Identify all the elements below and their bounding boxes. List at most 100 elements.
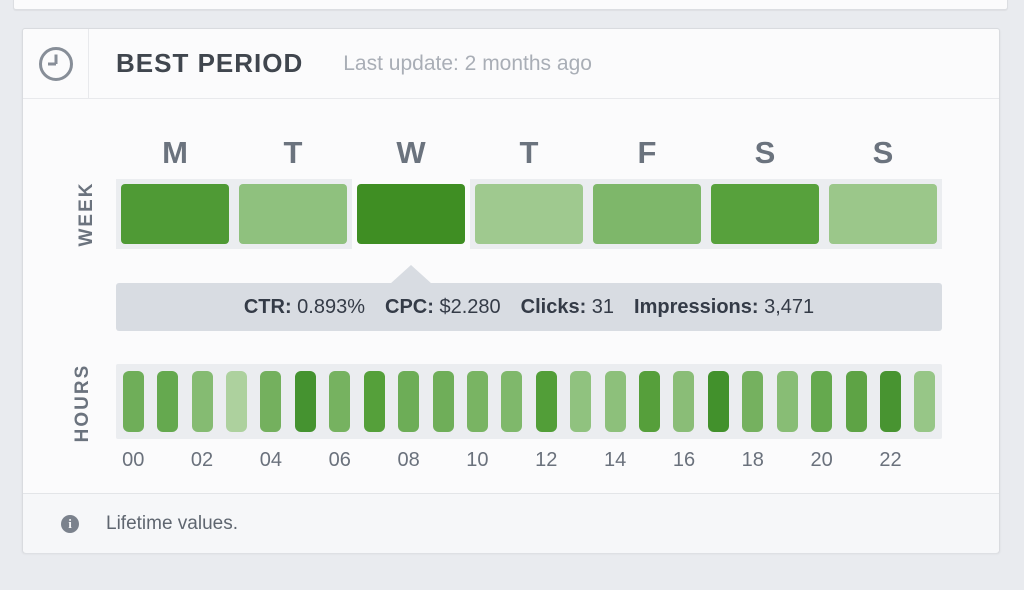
hour-heat-bar[interactable] bbox=[776, 371, 798, 432]
hour-tick-label bbox=[770, 445, 804, 475]
hour-column bbox=[460, 364, 494, 439]
hour-tick-labels: 00 02 04 06 08 10 12 14 16 18 20 22 bbox=[116, 445, 942, 475]
hour-heat-bar[interactable] bbox=[879, 371, 901, 432]
selected-day-stats-bar: CTR: 0.893% CPC: $2.280 Clicks: 31 Impressi… bbox=[116, 283, 942, 331]
week-heat-block[interactable] bbox=[593, 184, 701, 244]
hour-tick-label: 16 bbox=[672, 449, 696, 471]
hour-heat-bar[interactable] bbox=[398, 371, 420, 432]
hour-heat-bar[interactable] bbox=[914, 371, 936, 432]
hour-tick-label: 06 bbox=[328, 449, 351, 471]
hour-heat-bar[interactable] bbox=[639, 371, 661, 432]
hour-tick-label: 12 bbox=[535, 449, 558, 471]
best-period-card: BEST PERIOD Last update: 2 months ago WE… bbox=[22, 28, 1000, 553]
hour-column bbox=[495, 364, 529, 439]
hour-heat-bar[interactable] bbox=[363, 371, 385, 432]
hour-column bbox=[529, 364, 563, 439]
hour-column bbox=[288, 364, 322, 439]
hour-tick-label bbox=[357, 445, 391, 475]
card-header: BEST PERIOD Last update: 2 months ago bbox=[23, 29, 999, 99]
hour-column bbox=[150, 364, 184, 439]
clock-icon bbox=[38, 46, 73, 81]
hour-column bbox=[357, 364, 391, 439]
week-cell[interactable] bbox=[470, 179, 588, 249]
week-heat-block[interactable] bbox=[829, 184, 937, 244]
hour-tick-label bbox=[495, 445, 529, 475]
tooltip-arrow bbox=[390, 265, 432, 284]
hour-heat-bar[interactable] bbox=[122, 371, 144, 432]
hour-tick-label bbox=[219, 445, 253, 475]
week-heat-block[interactable] bbox=[239, 184, 347, 244]
hour-column bbox=[598, 364, 632, 439]
hour-tick-label bbox=[150, 445, 184, 475]
hour-heat-bar[interactable] bbox=[742, 371, 764, 432]
hour-heat-bar[interactable] bbox=[260, 371, 282, 432]
hour-heat-bar[interactable] bbox=[604, 371, 626, 432]
hour-heat-bar[interactable] bbox=[329, 371, 351, 432]
hour-heat-bar[interactable] bbox=[432, 371, 454, 432]
week-heatmap-strip bbox=[116, 179, 942, 249]
hour-tick-label bbox=[563, 445, 597, 475]
hour-tick-label bbox=[701, 445, 735, 475]
hour-heat-bar[interactable] bbox=[191, 371, 213, 432]
hour-heat-bar[interactable] bbox=[845, 371, 867, 432]
hour-heat-bar[interactable] bbox=[157, 371, 179, 432]
hour-tick-label: 08 bbox=[397, 449, 420, 471]
week-day-letter: T bbox=[519, 135, 539, 170]
week-cell[interactable] bbox=[588, 179, 706, 249]
hour-column bbox=[701, 364, 735, 439]
hour-tick-label: 04 bbox=[259, 449, 283, 471]
week-day-letter: S bbox=[754, 135, 776, 170]
hour-column bbox=[426, 364, 460, 439]
week-axis-label: WEEK bbox=[76, 181, 97, 247]
hour-tick-label bbox=[632, 445, 666, 475]
hour-tick-label: 10 bbox=[466, 449, 489, 471]
hour-heat-bar[interactable] bbox=[811, 371, 833, 432]
hour-column bbox=[219, 364, 253, 439]
hour-heat-bar[interactable] bbox=[570, 371, 592, 432]
week-heat-block[interactable] bbox=[121, 184, 229, 244]
hour-column bbox=[116, 364, 150, 439]
hour-heat-bar[interactable] bbox=[225, 371, 247, 432]
week-heat-block[interactable] bbox=[475, 184, 583, 244]
hour-column bbox=[563, 364, 597, 439]
header-icon-zone bbox=[23, 29, 89, 98]
hour-column bbox=[254, 364, 288, 439]
hour-tick-label bbox=[426, 445, 460, 475]
hour-heat-bar[interactable] bbox=[707, 371, 729, 432]
week-day-letter: T bbox=[283, 135, 303, 170]
hour-heat-bar[interactable] bbox=[466, 371, 488, 432]
hour-heat-bar[interactable] bbox=[294, 371, 316, 432]
hour-heat-bar[interactable] bbox=[673, 371, 695, 432]
hours-heatmap-strip bbox=[116, 364, 942, 439]
hour-column bbox=[908, 364, 942, 439]
week-heat-block[interactable] bbox=[357, 184, 465, 244]
hour-column bbox=[770, 364, 804, 439]
stat-item: CPC: $2.280 bbox=[385, 295, 501, 318]
hour-tick-label: 14 bbox=[603, 449, 627, 471]
week-day-letter: S bbox=[872, 135, 894, 170]
week-cell[interactable] bbox=[352, 179, 470, 249]
stat-item: CTR: 0.893% bbox=[243, 295, 366, 318]
info-icon: i bbox=[61, 514, 79, 533]
hour-column bbox=[185, 364, 219, 439]
card-footer: i Lifetime values. bbox=[23, 493, 999, 553]
hour-tick-label bbox=[839, 445, 873, 475]
hour-heat-bar[interactable] bbox=[501, 371, 523, 432]
hour-tick-label: 00 bbox=[122, 449, 145, 471]
footer-note: Lifetime values. bbox=[106, 512, 239, 534]
week-cell[interactable] bbox=[116, 179, 234, 249]
stat-item: Clicks: 31 bbox=[520, 295, 615, 318]
stat-item: Impressions: 3,471 bbox=[634, 295, 815, 318]
last-update-text: Last update: 2 months ago bbox=[343, 51, 592, 75]
hour-tick-label bbox=[908, 445, 942, 475]
hour-column bbox=[804, 364, 838, 439]
week-day-letter: M bbox=[162, 135, 188, 170]
hour-heat-bar[interactable] bbox=[535, 371, 557, 432]
card-title: BEST PERIOD bbox=[116, 48, 304, 78]
week-cell[interactable] bbox=[234, 179, 352, 249]
week-cell[interactable] bbox=[706, 179, 824, 249]
hour-column bbox=[667, 364, 701, 439]
hour-tick-label: 20 bbox=[810, 449, 833, 471]
week-heat-block[interactable] bbox=[711, 184, 819, 244]
week-cell[interactable] bbox=[824, 179, 942, 249]
